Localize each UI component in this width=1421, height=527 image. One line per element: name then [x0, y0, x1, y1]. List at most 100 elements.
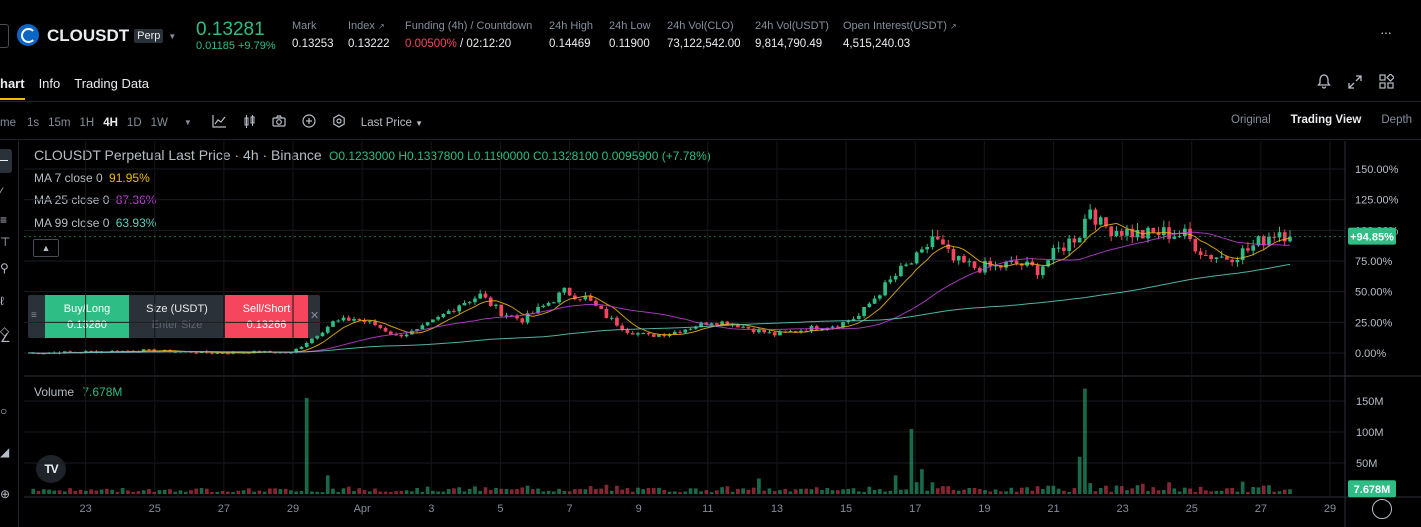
sidebar-toggle-button[interactable] — [0, 24, 9, 48]
candle-body — [830, 326, 835, 328]
volume-bar — [141, 490, 146, 494]
pitchfork-icon[interactable]: ⚲ — [0, 261, 9, 275]
volume-bar — [373, 488, 377, 494]
trend-line-icon[interactable]: ⁄ — [0, 185, 3, 199]
candle-body — [494, 304, 498, 306]
interval-dropdown-icon[interactable]: ▼ — [183, 118, 192, 127]
camera-icon[interactable] — [272, 115, 286, 130]
candle-style-icon[interactable] — [243, 114, 256, 131]
candle-body — [94, 351, 99, 353]
volume-bar — [1025, 487, 1029, 494]
interval-1d[interactable]: 1D — [126, 116, 142, 129]
candle-body — [262, 350, 267, 353]
volume-bar — [1246, 492, 1250, 494]
volume-bar — [231, 492, 235, 494]
volume-bar — [1067, 491, 1071, 494]
collapse-legend-button[interactable]: ▲ — [33, 239, 59, 257]
horizontal-line-icon[interactable]: ≡ — [0, 213, 8, 227]
tradingview-logo[interactable]: TV — [36, 455, 66, 483]
volume-bar — [1288, 489, 1292, 494]
volume-bar — [1251, 486, 1256, 494]
candle-body — [110, 350, 114, 353]
candle-body — [89, 351, 93, 353]
view-original[interactable]: Original — [1231, 114, 1271, 126]
candle-body — [551, 302, 556, 304]
time-button[interactable]: me — [0, 116, 16, 129]
volume-bar — [1062, 490, 1066, 494]
view-trading-view[interactable]: Trading View — [1290, 114, 1362, 126]
size-input[interactable]: Size (USDT) Enter Size — [129, 295, 225, 338]
volume-bar — [567, 491, 572, 494]
fullscreen-icon[interactable] — [1348, 75, 1362, 92]
candle-body — [636, 333, 640, 335]
reset-chart-icon[interactable] — [1372, 499, 1392, 519]
symbol-selector[interactable]: CLOUSDT Perp ▼ — [47, 26, 176, 46]
sell-short-button[interactable]: Sell/Short 0.13266 — [225, 295, 308, 338]
stat-index[interactable]: Index ↗ 0.13222 — [348, 20, 390, 50]
circle-icon[interactable]: ○ — [0, 404, 8, 418]
volume-bar — [962, 489, 966, 494]
volume-bar — [357, 488, 362, 494]
tab-trading-data[interactable]: Trading Data — [74, 76, 149, 91]
settings-icon[interactable] — [332, 114, 346, 131]
volume-bar — [1282, 489, 1287, 494]
volume-bar — [562, 490, 567, 494]
candle-body — [341, 317, 346, 321]
volume-bar — [804, 488, 809, 494]
volume-bar — [73, 490, 78, 494]
candle-body — [147, 349, 151, 351]
channel-icon[interactable]: ⊤ — [0, 235, 11, 249]
zoom-icon[interactable]: ⊕ — [0, 487, 11, 501]
candle-body — [567, 287, 572, 296]
shapes-icon[interactable]: ◇ — [0, 324, 10, 338]
interval-15m[interactable]: 15m — [48, 116, 71, 129]
candle-body — [651, 334, 656, 337]
candle-body — [467, 302, 472, 304]
interval-1s[interactable]: 1s — [26, 116, 40, 129]
view-depth[interactable]: Depth — [1381, 114, 1413, 126]
indicators-icon[interactable] — [212, 114, 227, 131]
tab-info[interactable]: Info — [39, 76, 75, 91]
volume-bar — [977, 489, 982, 494]
volume-bar — [651, 487, 656, 494]
drag-handle-icon[interactable]: ≡ — [31, 310, 37, 321]
add-indicator-icon[interactable] — [302, 114, 316, 131]
brush-icon[interactable]: ℓ — [0, 294, 4, 308]
candle-body — [814, 326, 819, 330]
candle-body — [1025, 261, 1029, 266]
volume-bar — [289, 490, 293, 494]
candle-body — [210, 352, 214, 354]
layout-grid-icon[interactable] — [1379, 73, 1395, 92]
price-type-dropdown[interactable]: Last Price ▼ — [361, 117, 423, 129]
candle-body — [846, 320, 851, 323]
price-tick-label: 100.00% — [1355, 225, 1399, 237]
interval-4h[interactable]: 4H — [103, 116, 118, 129]
candle-body — [1035, 265, 1040, 276]
interval-1h[interactable]: 1H — [79, 116, 95, 129]
candle-body — [562, 287, 567, 293]
volume-bar — [946, 486, 951, 494]
volume-bar — [1193, 492, 1198, 494]
candle-body — [1140, 229, 1145, 239]
bell-icon[interactable] — [1317, 74, 1331, 92]
stat-24h-vol-usdt: 24h Vol(USDT) 9,814,790.49 — [755, 20, 829, 50]
candle-body — [99, 351, 104, 353]
funding-countdown: / 02:12:20 — [460, 38, 512, 50]
stat-open-interest[interactable]: Open Interest(USDT) ↗ 4,515,240.03 — [843, 20, 957, 50]
more-dots-icon[interactable]: ··· — [1380, 24, 1392, 40]
volume-bar — [704, 490, 709, 494]
close-icon[interactable]: ✕ — [310, 310, 320, 322]
volume-bar — [1046, 485, 1050, 494]
candle-body — [520, 318, 525, 323]
ruler-icon[interactable]: ◢ — [0, 445, 10, 459]
tab-chart[interactable]: hart — [0, 76, 39, 100]
candle-body — [888, 279, 893, 283]
stat-label: 24h Low — [609, 20, 651, 32]
volume-bar — [257, 490, 262, 494]
crosshair-icon[interactable] — [0, 149, 12, 173]
angle-icon[interactable]: ∠ — [0, 331, 11, 345]
candle-body — [541, 305, 546, 307]
buy-long-button[interactable]: Buy/Long 0.13280 — [45, 295, 129, 338]
symbol-name: CLOUSDT — [47, 26, 130, 45]
interval-1w[interactable]: 1W — [150, 116, 168, 129]
